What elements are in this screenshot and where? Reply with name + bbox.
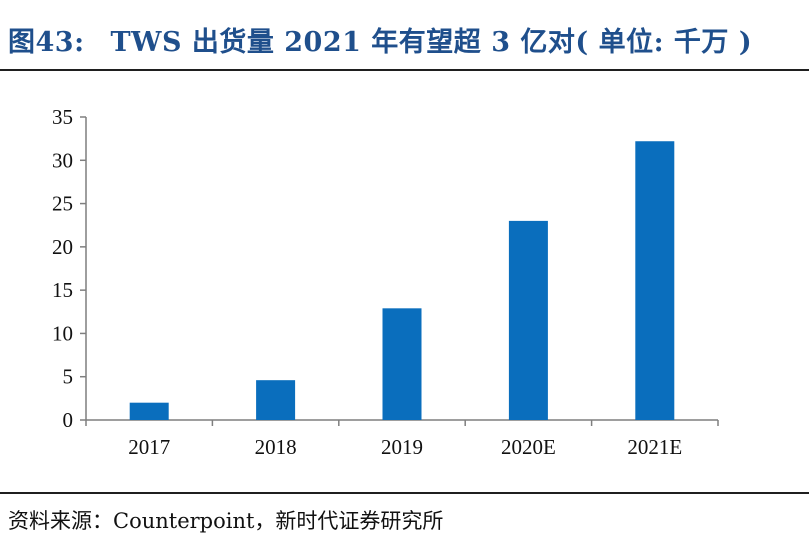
x-tick-label: 2021E	[627, 435, 682, 459]
x-tick-label: 2020E	[501, 435, 556, 459]
y-tick-label: 15	[52, 278, 73, 302]
source-note: 资料来源：Counterpoint，新时代证券研究所	[8, 509, 444, 533]
x-tick-label: 2018	[255, 435, 297, 459]
top-divider	[0, 69, 809, 71]
x-tick-label: 2019	[381, 435, 423, 459]
bar	[382, 308, 422, 420]
y-tick-label: 0	[63, 408, 74, 432]
figure-label: 图43:	[8, 27, 85, 58]
x-tick-label: 2017	[128, 435, 170, 459]
y-tick-label: 5	[63, 365, 74, 389]
bottom-divider	[0, 492, 809, 494]
y-tick-label: 20	[52, 235, 73, 259]
y-tick-label: 10	[52, 321, 73, 345]
title-text: TWS 出货量 2021 年有望超 3 亿对( 单位: 千万 )	[110, 27, 753, 58]
bar	[508, 220, 548, 420]
bar	[129, 402, 169, 420]
bar	[635, 141, 675, 421]
bar-chart: 0 5 10 15 20 25 30 35 2017 2018 2019 2020E 2021E	[52, 105, 719, 459]
bar	[256, 380, 296, 420]
y-tick-label: 25	[52, 192, 73, 216]
chart-title: 图43: TWS 出货量 2021 年有望超 3 亿对( 单位: 千万 )	[8, 20, 803, 59]
y-tick-label: 35	[52, 105, 73, 129]
y-tick-label: 30	[52, 148, 73, 172]
